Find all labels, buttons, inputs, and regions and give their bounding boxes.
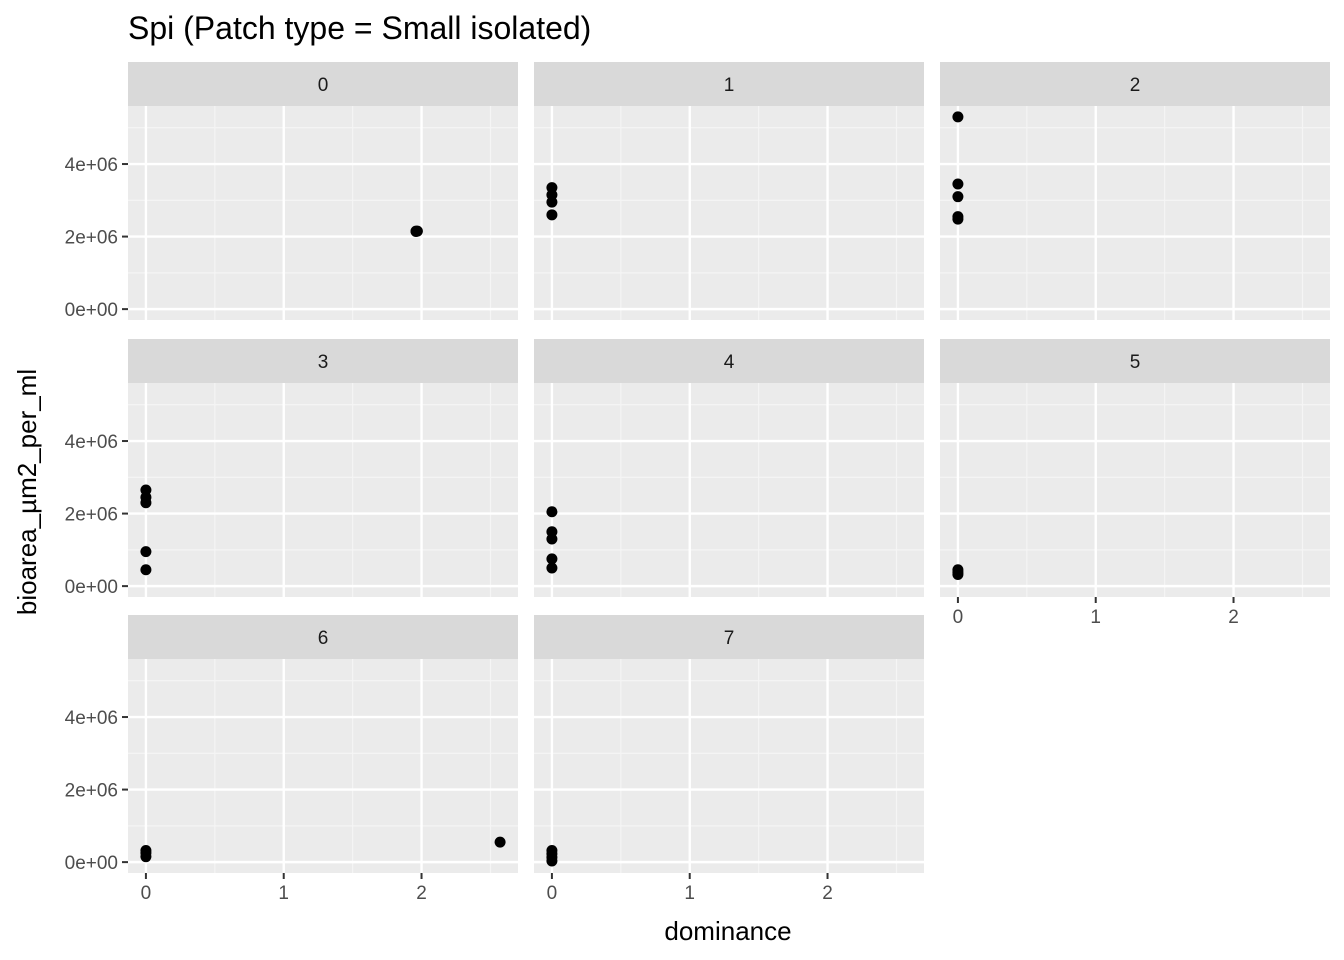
y-tick-label: 4e+06 — [65, 432, 118, 453]
panel-background — [940, 383, 1330, 597]
y-tick-label: 2e+06 — [65, 228, 118, 249]
x-tick-label: 2 — [416, 883, 427, 904]
y-tick-label: 0e+00 — [65, 853, 118, 874]
x-tick-label: 0 — [141, 883, 152, 904]
facet-strip — [534, 62, 924, 106]
panel-background — [128, 659, 518, 873]
facet-strip-label: 4 — [724, 352, 735, 373]
x-tick-label: 2 — [822, 883, 833, 904]
y-tick-label: 0e+00 — [65, 577, 118, 598]
facet-strip-label: 2 — [1130, 75, 1141, 96]
data-point — [546, 553, 558, 565]
data-point — [140, 497, 152, 509]
y-tick-label: 2e+06 — [65, 505, 118, 526]
data-point — [952, 178, 964, 190]
facet-panel-5: 5 0 1 2 — [940, 339, 1330, 628]
data-point — [140, 546, 152, 558]
data-point — [546, 209, 558, 221]
facet-panel-0: 0 0e+00 2e+06 4e+06 — [65, 62, 518, 321]
facet-strip — [128, 62, 518, 106]
data-point — [952, 191, 964, 203]
data-point — [546, 562, 558, 574]
facet-strip-label: 7 — [724, 628, 735, 649]
facet-strip-label: 3 — [318, 352, 329, 373]
x-axis-title: dominance — [664, 916, 791, 946]
data-point — [952, 213, 964, 225]
y-axis-title: bioarea_µm2_per_ml — [12, 369, 42, 615]
x-tick-label: 1 — [1090, 607, 1101, 628]
data-point — [546, 506, 558, 518]
panel-background — [534, 106, 924, 320]
data-point — [140, 851, 152, 863]
facet-panel-3: 3 0e+00 2e+06 4e+06 — [65, 339, 518, 598]
x-tick-label: 0 — [547, 883, 558, 904]
data-point — [952, 569, 964, 581]
x-tick-label: 1 — [278, 883, 289, 904]
data-point — [546, 855, 558, 867]
y-tick-label: 4e+06 — [65, 155, 118, 176]
panel-background — [534, 383, 924, 597]
facet-panel-1: 1 — [534, 62, 924, 320]
facet-strip-label: 1 — [724, 75, 735, 96]
data-point — [546, 533, 558, 545]
y-tick-label: 0e+00 — [65, 300, 118, 321]
facet-strip — [534, 339, 924, 383]
x-tick-label: 0 — [953, 607, 964, 628]
facet-strip — [128, 615, 518, 659]
data-point — [411, 225, 423, 237]
panel-background — [940, 106, 1330, 320]
facet-strip — [940, 339, 1330, 383]
x-tick-label: 1 — [684, 883, 695, 904]
facet-strip-label: 6 — [318, 628, 329, 649]
panel-background — [534, 659, 924, 873]
facet-panel-4: 4 — [534, 339, 924, 597]
panel-background — [128, 106, 518, 320]
data-point — [546, 196, 558, 208]
facet-panel-2: 2 — [940, 62, 1330, 320]
panel-background — [128, 383, 518, 597]
data-point — [140, 564, 152, 576]
x-tick-label: 2 — [1228, 607, 1239, 628]
facet-strip — [940, 62, 1330, 106]
data-point — [494, 836, 506, 848]
facet-panel-6: 6 0e+00 2e+06 4e+06 0 1 2 — [65, 615, 518, 904]
data-point — [952, 111, 964, 123]
facet-strip — [128, 339, 518, 383]
facet-strip-label: 5 — [1130, 352, 1141, 373]
facet-strip — [534, 615, 924, 659]
y-tick-label: 4e+06 — [65, 708, 118, 729]
y-tick-label: 2e+06 — [65, 781, 118, 802]
facet-panel-7: 7 0 1 2 — [534, 615, 924, 904]
chart-title: Spi (Patch type = Small isolated) — [128, 10, 591, 46]
facet-strip-label: 0 — [318, 75, 329, 96]
